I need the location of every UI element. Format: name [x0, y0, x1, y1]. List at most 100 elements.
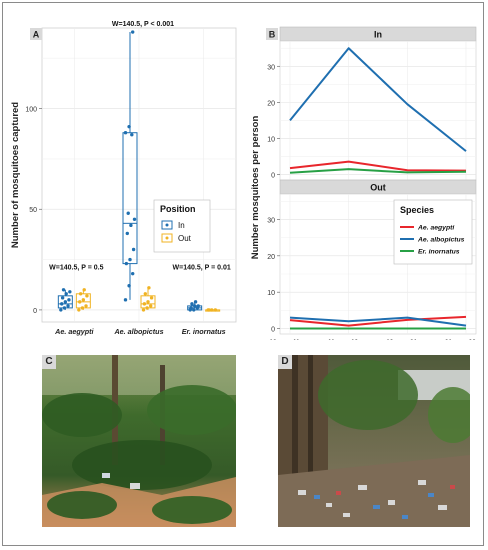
box-point	[84, 304, 88, 308]
box-point	[60, 302, 64, 306]
panel-label-d: D	[278, 355, 292, 369]
y-tick-label: 10	[267, 136, 275, 143]
box-point	[80, 306, 85, 310]
series-line	[289, 168, 467, 174]
box-point	[85, 294, 89, 298]
vegetation-illustration	[42, 355, 236, 527]
box-point	[131, 271, 135, 276]
box-point	[149, 296, 154, 300]
box-point	[142, 302, 147, 306]
x-tick-label: Ae. aegypti	[54, 327, 94, 336]
box-point	[59, 308, 63, 312]
box-point	[78, 300, 82, 304]
x-tick-label: Ae. albopictus	[113, 327, 163, 336]
box-point	[192, 308, 196, 312]
y-tick-label: 0	[271, 173, 275, 180]
box-point	[132, 217, 137, 222]
y-tick-label: 10	[267, 290, 275, 297]
x-tick-label: Er. inornatus	[182, 327, 226, 336]
box-point	[129, 223, 133, 228]
y-tick-label: 0	[33, 308, 37, 315]
legend-label-b: Er. inornatus	[418, 249, 460, 256]
legend-title-a: Position	[160, 204, 196, 214]
panel-label-b-bg	[266, 28, 278, 40]
box-point	[77, 308, 81, 312]
series-line	[289, 47, 467, 152]
box-point	[192, 304, 197, 308]
legend-key-a	[161, 233, 173, 243]
legend-box-b	[393, 199, 473, 265]
box-point	[131, 247, 136, 252]
box-point	[141, 308, 146, 312]
box-point	[189, 306, 193, 310]
panel-label-a: A	[33, 30, 40, 40]
photo-dumpsite: D	[278, 355, 470, 527]
x-tick-label: 12 pm –01 pm	[386, 339, 429, 340]
legend-box-a	[153, 199, 211, 253]
box-point	[196, 304, 200, 308]
box-point	[124, 261, 129, 266]
legend-key-dot	[165, 236, 169, 240]
legend-label-a: Out	[178, 234, 192, 243]
y-tick-label: 50	[29, 207, 37, 214]
panel-label-b: B	[269, 30, 276, 40]
panel-label-a-bg	[30, 28, 42, 40]
box-point	[207, 308, 211, 312]
box-point	[67, 298, 71, 302]
y-axis-label: Number of mosquitoes captured	[10, 102, 21, 248]
box-point	[63, 300, 68, 304]
box-rect	[122, 132, 138, 265]
box-point	[123, 131, 128, 135]
series-line	[289, 315, 467, 327]
box-point	[61, 288, 66, 292]
legend-key-a	[161, 220, 173, 230]
y-tick-label: 0	[271, 327, 275, 334]
stat-annotation: W=140.5, P = 0.01	[173, 265, 231, 272]
legend-label-b: Ae. aegypti	[417, 225, 454, 232]
legend-label-b: Ae. albopictus	[417, 237, 465, 244]
y-axis-label: Number mosquitoes per person	[250, 116, 261, 260]
plot-area-b	[279, 40, 477, 181]
y-tick-label: 30	[267, 217, 275, 224]
facet-label: Out	[370, 183, 386, 193]
y-tick-label: 100	[25, 107, 37, 114]
legend-title-b: Species	[400, 205, 434, 215]
box-point	[143, 292, 147, 296]
photo-vegetation: C	[42, 355, 236, 527]
box-point	[130, 133, 134, 137]
facet-label: In	[374, 30, 382, 40]
boxplot-chart: 0 50 100 Number of mosquitoes captured Ae. a…	[10, 21, 237, 336]
box-point	[147, 286, 151, 290]
box-point	[82, 288, 86, 292]
box-point	[64, 292, 68, 296]
box-point	[149, 304, 153, 308]
panel-label-c: C	[42, 355, 56, 369]
dumpsite-illustration	[278, 355, 470, 527]
box-point	[213, 308, 218, 312]
box-point	[60, 296, 65, 300]
box-point	[146, 300, 150, 304]
box-point	[81, 298, 86, 302]
box-point	[210, 308, 214, 312]
series-line	[289, 160, 467, 172]
box-point	[126, 211, 130, 215]
y-tick-label: 20	[267, 100, 275, 107]
box-point	[125, 231, 129, 236]
legend-key-dot	[165, 223, 169, 227]
legend-label-a: In	[178, 221, 185, 230]
x-tick-label: 11 am –12 pm	[328, 339, 370, 340]
box-point	[128, 257, 132, 262]
y-tick-label: 20	[267, 254, 275, 261]
box-point	[127, 284, 131, 288]
x-tick-label: 10 am –11 am	[269, 339, 311, 340]
stat-annotation: W=140.5, P = 0.5	[49, 265, 103, 272]
box-point	[66, 304, 70, 308]
box-point	[62, 306, 67, 310]
box-point	[190, 302, 194, 306]
box-point	[78, 292, 83, 296]
line-chart: In 0 10 20 30 Out 0 10 20 30 10 am –11 am 11 am –12…	[250, 26, 487, 340]
box-point	[193, 300, 198, 304]
box-point	[131, 30, 135, 34]
box-point	[145, 306, 149, 310]
stat-annotation: W=140.5, P < 0.001	[112, 21, 174, 28]
